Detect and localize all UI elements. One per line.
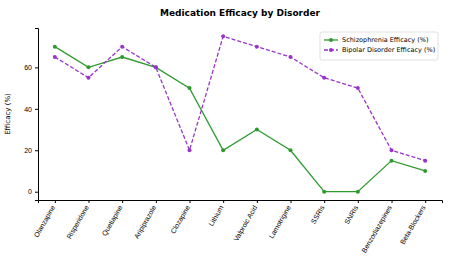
y-axis-line: [35, 29, 39, 201]
x-tick: SNRIs: [343, 200, 359, 225]
series-marker: [423, 169, 427, 173]
x-tick-mark: [190, 200, 191, 203]
x-tick-mark: [223, 200, 224, 203]
x-tick-mark: [358, 200, 359, 203]
legend-label: Schizophrenia Efficacy (%): [342, 36, 428, 44]
legend-box: [320, 32, 438, 60]
y-tick-mark: [35, 67, 38, 68]
x-tick-mark: [89, 200, 90, 203]
x-tick: Lithium: [207, 200, 224, 227]
y-tick-label: 0: [28, 188, 32, 195]
x-tick: Quetiapine: [101, 200, 125, 238]
chart-container: 0 20 40 60 Olanzapine Risperidone Quetiapine Ar…: [0, 0, 457, 275]
series-marker: [289, 148, 293, 152]
series-marker: [289, 55, 293, 59]
series-marker: [53, 55, 57, 59]
x-tick-mark: [392, 200, 393, 203]
x-tick-mark: [257, 200, 258, 203]
series-marker: [390, 148, 394, 152]
x-axis-line: [39, 201, 443, 204]
y-tick-label: 60: [24, 64, 32, 71]
legend-marker: [329, 48, 333, 52]
series-marker: [322, 76, 326, 80]
x-tick-label: SNRIs: [343, 204, 359, 225]
x-tick-mark: [122, 200, 123, 203]
x-tick: Aripiprazole: [133, 200, 158, 240]
series-marker: [423, 159, 427, 163]
x-axis: Olanzapine Risperidone Quetiapine Aripipraz…: [33, 200, 443, 254]
legend-label: Bipolar Disorder Efficacy (%): [342, 46, 435, 54]
y-axis-title: Efficacy (%): [4, 93, 12, 135]
x-tick-label: Valproic Acid: [232, 204, 259, 243]
legend: Schizophrenia Efficacy (%) Bipolar Disord…: [320, 32, 438, 60]
x-tick-mark: [291, 200, 292, 203]
y-tick: 20: [24, 147, 38, 154]
series-marker: [120, 55, 124, 59]
series-marker: [390, 159, 394, 163]
series-marker: [87, 76, 91, 80]
series-marker: [356, 190, 360, 194]
x-tick-label: Risperidone: [65, 204, 91, 240]
x-tick: Lamotrigine: [268, 200, 293, 240]
series-marker: [188, 148, 192, 152]
x-tick-label: Aripiprazole: [133, 204, 158, 240]
x-tick-label: Olanzapine: [33, 204, 58, 239]
x-tick: Olanzapine: [33, 200, 58, 239]
y-tick-mark: [35, 150, 38, 151]
y-tick: 0: [28, 188, 38, 195]
series-marker: [53, 45, 57, 49]
y-tick-label: 20: [24, 147, 32, 154]
x-tick-label: Beta-Blockers: [399, 204, 427, 246]
plot-area: 0 20 40 60 Olanzapine Risperidone Quetiapine Ar…: [24, 29, 442, 255]
x-tick-label: Lithium: [207, 204, 224, 227]
x-tick-label: Clozapine: [169, 204, 192, 235]
series-marker: [221, 34, 225, 38]
x-tick-label: Quetiapine: [101, 204, 125, 237]
y-tick-mark: [35, 192, 38, 193]
x-tick-label: Benzodiazepines: [360, 204, 394, 255]
chart-title: Medication Efficacy by Disorder: [160, 8, 321, 18]
series-marker: [154, 65, 158, 69]
series-marker: [120, 45, 124, 49]
series-marker: [322, 190, 326, 194]
x-tick-mark: [425, 200, 426, 203]
x-tick: Beta-Blockers: [399, 200, 427, 245]
series-marker: [154, 65, 158, 69]
series-marker: [188, 86, 192, 90]
x-tick: Benzodiazepines: [360, 200, 394, 254]
series-marker: [87, 65, 91, 69]
y-tick-mark: [35, 109, 38, 110]
y-axis: 0 20 40 60: [24, 29, 38, 201]
x-tick-mark: [156, 200, 157, 203]
x-tick-label: Lamotrigine: [268, 204, 293, 240]
x-tick-label: SSRIs: [310, 204, 326, 225]
series-marker: [221, 148, 225, 152]
x-tick: Clozapine: [169, 200, 192, 235]
legend-marker: [329, 38, 333, 42]
series-marker: [255, 128, 259, 132]
x-tick: Risperidone: [65, 200, 91, 241]
x-tick: Valproic Acid: [232, 200, 259, 243]
y-tick-label: 40: [24, 106, 32, 113]
y-tick: 60: [24, 64, 38, 71]
series-marker: [255, 45, 259, 49]
x-tick-mark: [324, 200, 325, 203]
x-tick-mark: [55, 200, 56, 203]
series-line: [55, 47, 425, 192]
x-tick: SSRIs: [310, 200, 326, 225]
chart-svg: 0 20 40 60 Olanzapine Risperidone Quetiapine Ar…: [0, 0, 457, 275]
y-tick: 40: [24, 106, 38, 113]
series-marker: [356, 86, 360, 90]
